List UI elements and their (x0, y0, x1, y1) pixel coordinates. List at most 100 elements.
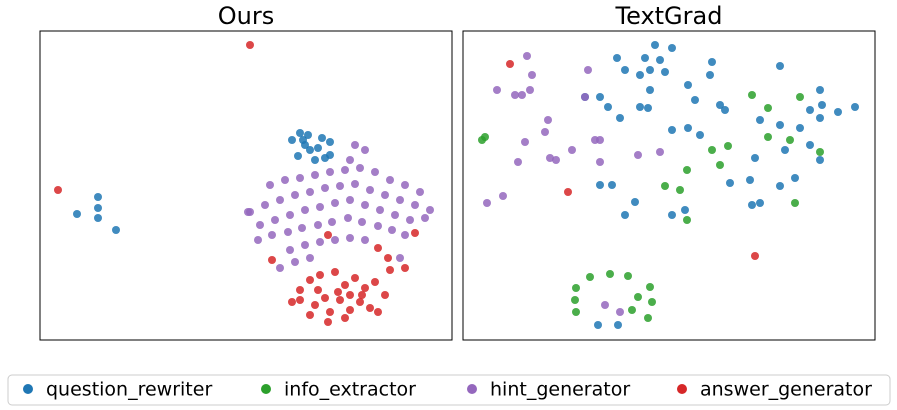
point (374, 222, 382, 230)
point (541, 128, 549, 136)
point (596, 158, 604, 166)
legend-label: answer_generator (700, 379, 872, 401)
point (381, 191, 389, 199)
point (388, 226, 396, 234)
point (341, 314, 349, 322)
point (254, 236, 262, 244)
point (716, 161, 724, 169)
point (518, 91, 526, 99)
point (286, 211, 294, 219)
point (764, 104, 772, 112)
point (361, 284, 369, 292)
point (683, 166, 691, 174)
point (401, 231, 409, 239)
point (644, 314, 652, 322)
point (374, 308, 382, 316)
point (328, 218, 336, 226)
point (776, 182, 784, 190)
point (246, 41, 254, 49)
point (268, 256, 276, 264)
point (726, 179, 734, 187)
point (776, 121, 784, 129)
point (641, 54, 649, 62)
legend-label: info_extractor (284, 379, 416, 401)
point (851, 103, 859, 111)
point (584, 66, 592, 74)
point (306, 254, 314, 262)
plot-frame (39, 30, 453, 341)
point (356, 164, 364, 172)
point (526, 86, 534, 94)
point (401, 264, 409, 272)
point (381, 291, 389, 299)
point (291, 258, 299, 266)
point (776, 62, 784, 70)
point (318, 134, 326, 142)
point (341, 166, 349, 174)
point (296, 129, 304, 137)
point (506, 60, 514, 68)
point (521, 138, 529, 146)
legend-box (7, 374, 891, 406)
point (511, 91, 519, 99)
point (684, 124, 692, 132)
point (604, 103, 612, 111)
point (271, 216, 279, 224)
point (351, 141, 359, 149)
point (716, 101, 724, 109)
point (608, 181, 616, 189)
point (696, 131, 704, 139)
point (384, 254, 392, 262)
point (544, 116, 552, 124)
point (483, 199, 491, 207)
point (528, 71, 536, 79)
point (314, 221, 322, 229)
point (306, 276, 314, 284)
point (406, 216, 414, 224)
point (341, 281, 349, 289)
point (746, 176, 754, 184)
point (73, 210, 81, 218)
point (581, 93, 589, 101)
point (764, 133, 772, 141)
point (358, 291, 366, 299)
point (668, 44, 676, 52)
point (321, 294, 329, 302)
point (523, 52, 531, 60)
point (376, 206, 384, 214)
point (816, 148, 824, 156)
point (244, 208, 252, 216)
point (306, 188, 314, 196)
legend-label: question_rewriter (46, 379, 212, 401)
point (656, 56, 664, 64)
point (326, 168, 334, 176)
point (751, 154, 759, 162)
point (816, 156, 824, 164)
point (276, 196, 284, 204)
point (361, 146, 369, 154)
point (284, 228, 292, 236)
point (646, 283, 654, 291)
point (668, 126, 676, 134)
point (296, 174, 304, 182)
point (796, 93, 804, 101)
point (646, 86, 654, 94)
point (816, 86, 824, 94)
point (314, 144, 322, 152)
point (644, 104, 652, 112)
point (296, 286, 304, 294)
point (411, 229, 419, 237)
point (586, 273, 594, 281)
point (676, 186, 684, 194)
point (314, 286, 322, 294)
point (724, 142, 732, 150)
point (594, 321, 602, 329)
point (346, 196, 354, 204)
point (358, 218, 366, 226)
point (301, 206, 309, 214)
point (344, 214, 352, 222)
point (646, 66, 654, 74)
point (299, 136, 307, 144)
point (311, 171, 319, 179)
point (668, 211, 676, 219)
